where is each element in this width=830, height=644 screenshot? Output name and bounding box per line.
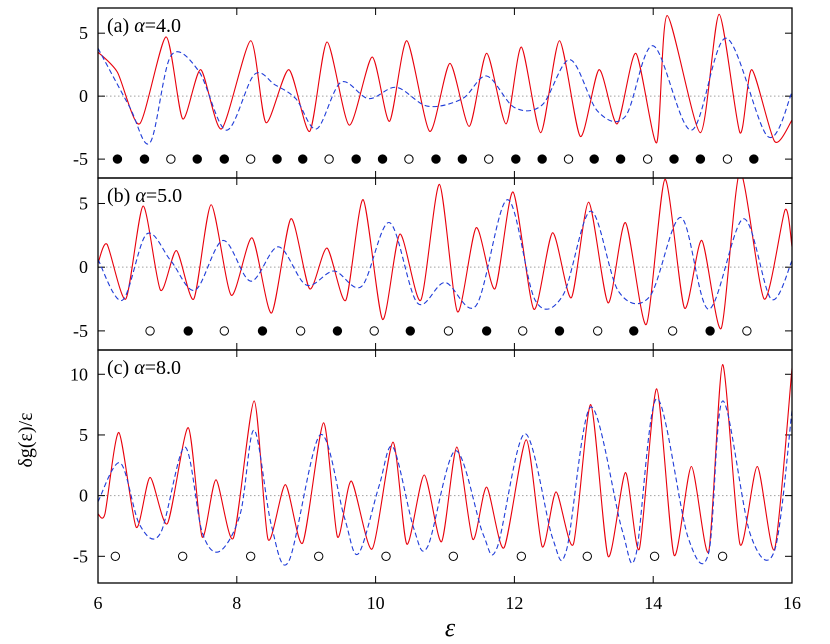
ytick-label-b-2: 5	[79, 193, 88, 213]
orbit-marker-b-13	[629, 326, 639, 336]
ytick-label-c-1: 0	[79, 486, 88, 506]
orbit-marker-c-8	[649, 551, 660, 562]
orbit-marker-b-5	[332, 326, 343, 336]
xtick-label-2: 10	[367, 593, 385, 613]
orbit-marker-b-11	[554, 326, 565, 336]
y-axis-label: δg(ε)/ε	[15, 412, 37, 467]
panel-label-a: (a) α=4.0	[107, 15, 181, 37]
series-solid-c	[98, 362, 792, 557]
orbit-marker-c-1	[177, 551, 188, 562]
orbit-marker-a-7	[298, 154, 308, 164]
panel-a: -5 0 5 (a) α=4.0	[73, 7, 793, 179]
orbit-marker-b-1	[183, 326, 193, 336]
ytick-label-b-0: -5	[73, 321, 88, 341]
xtick-label-3: 12	[505, 593, 523, 613]
orbit-marker-a-11	[404, 154, 414, 164]
orbit-marker-a-4	[219, 154, 230, 164]
orbit-marker-b-8	[443, 326, 454, 336]
ytick-label-a-0: -5	[73, 149, 88, 169]
frame-b	[97, 177, 793, 351]
series-dashed-a	[98, 37, 792, 145]
orbit-marker-a-10	[377, 154, 388, 164]
orbit-marker-c-6	[516, 551, 527, 562]
orbit-marker-b-3	[257, 326, 268, 336]
orbit-marker-a-17	[563, 154, 574, 164]
ytick-label-c-2: 5	[79, 425, 88, 445]
orbit-marker-a-2	[166, 154, 176, 164]
ytick-label-b-1: 0	[79, 257, 88, 277]
xtick-label-5: 16	[783, 593, 801, 613]
ytick-label-c-3: 10	[70, 364, 88, 384]
orbit-marker-b-0	[145, 326, 155, 336]
x-axis-label: ε	[445, 613, 456, 642]
orbit-marker-b-15	[705, 326, 715, 336]
xtick-label-4: 14	[644, 593, 662, 613]
orbit-marker-a-3	[192, 154, 202, 164]
orbit-marker-a-13	[457, 154, 468, 164]
orbit-marker-a-5	[245, 154, 256, 164]
orbit-marker-a-19	[615, 154, 626, 164]
panel-label-b: (b) α=5.0	[107, 185, 182, 207]
orbit-marker-a-12	[431, 154, 441, 164]
orbit-marker-c-5	[448, 551, 459, 562]
orbit-marker-b-12	[592, 326, 603, 336]
orbit-marker-a-1	[139, 154, 150, 164]
series-dashed-b	[98, 199, 792, 310]
orbit-marker-b-14	[667, 326, 678, 336]
orbit-marker-b-2	[219, 326, 230, 336]
orbit-marker-c-4	[381, 551, 391, 562]
orbit-marker-b-9	[481, 326, 492, 336]
orbit-marker-b-7	[405, 326, 415, 336]
orbit-marker-c-2	[245, 551, 256, 562]
panel-b: -5 0 5 (b) α=5.0	[73, 177, 793, 351]
orbit-marker-a-18	[589, 154, 599, 164]
orbit-marker-a-16	[537, 154, 547, 164]
orbit-marker-b-10	[518, 326, 528, 336]
xtick-label-0: 6	[94, 593, 103, 613]
orbit-marker-a-23	[722, 154, 733, 164]
panel-c: -5 0 5 10 6 8 10 12 14 16 (c) α=8.0	[70, 349, 801, 613]
orbit-marker-c-7	[582, 551, 592, 562]
orbit-marker-c-3	[313, 551, 324, 562]
orbit-marker-a-14	[484, 154, 494, 164]
orbit-marker-a-24	[749, 154, 759, 164]
ytick-label-c-0: -5	[73, 546, 88, 566]
orbit-marker-c-0	[110, 551, 121, 562]
orbit-marker-a-15	[511, 154, 521, 164]
orbit-marker-a-21	[669, 154, 679, 164]
ytick-label-a-1: 0	[79, 86, 88, 106]
series-dashed-c	[98, 397, 792, 566]
orbit-marker-b-6	[369, 326, 379, 336]
ytick-label-a-2: 5	[79, 23, 88, 43]
orbit-marker-a-0	[112, 154, 123, 164]
orbit-marker-b-16	[742, 326, 752, 336]
series-solid-a	[98, 13, 792, 144]
orbit-marker-a-6	[272, 154, 282, 164]
frame-c	[97, 349, 793, 584]
orbit-marker-a-20	[642, 154, 653, 164]
orbit-marker-a-22	[695, 154, 706, 164]
orbit-marker-c-9	[717, 551, 728, 562]
orbit-marker-a-9	[351, 154, 361, 164]
orbit-marker-b-4	[295, 326, 306, 336]
orbit-marker-a-8	[324, 154, 334, 164]
series-solid-b	[98, 178, 792, 329]
xtick-label-1: 8	[232, 593, 241, 613]
panel-label-c: (c) α=8.0	[107, 357, 181, 379]
